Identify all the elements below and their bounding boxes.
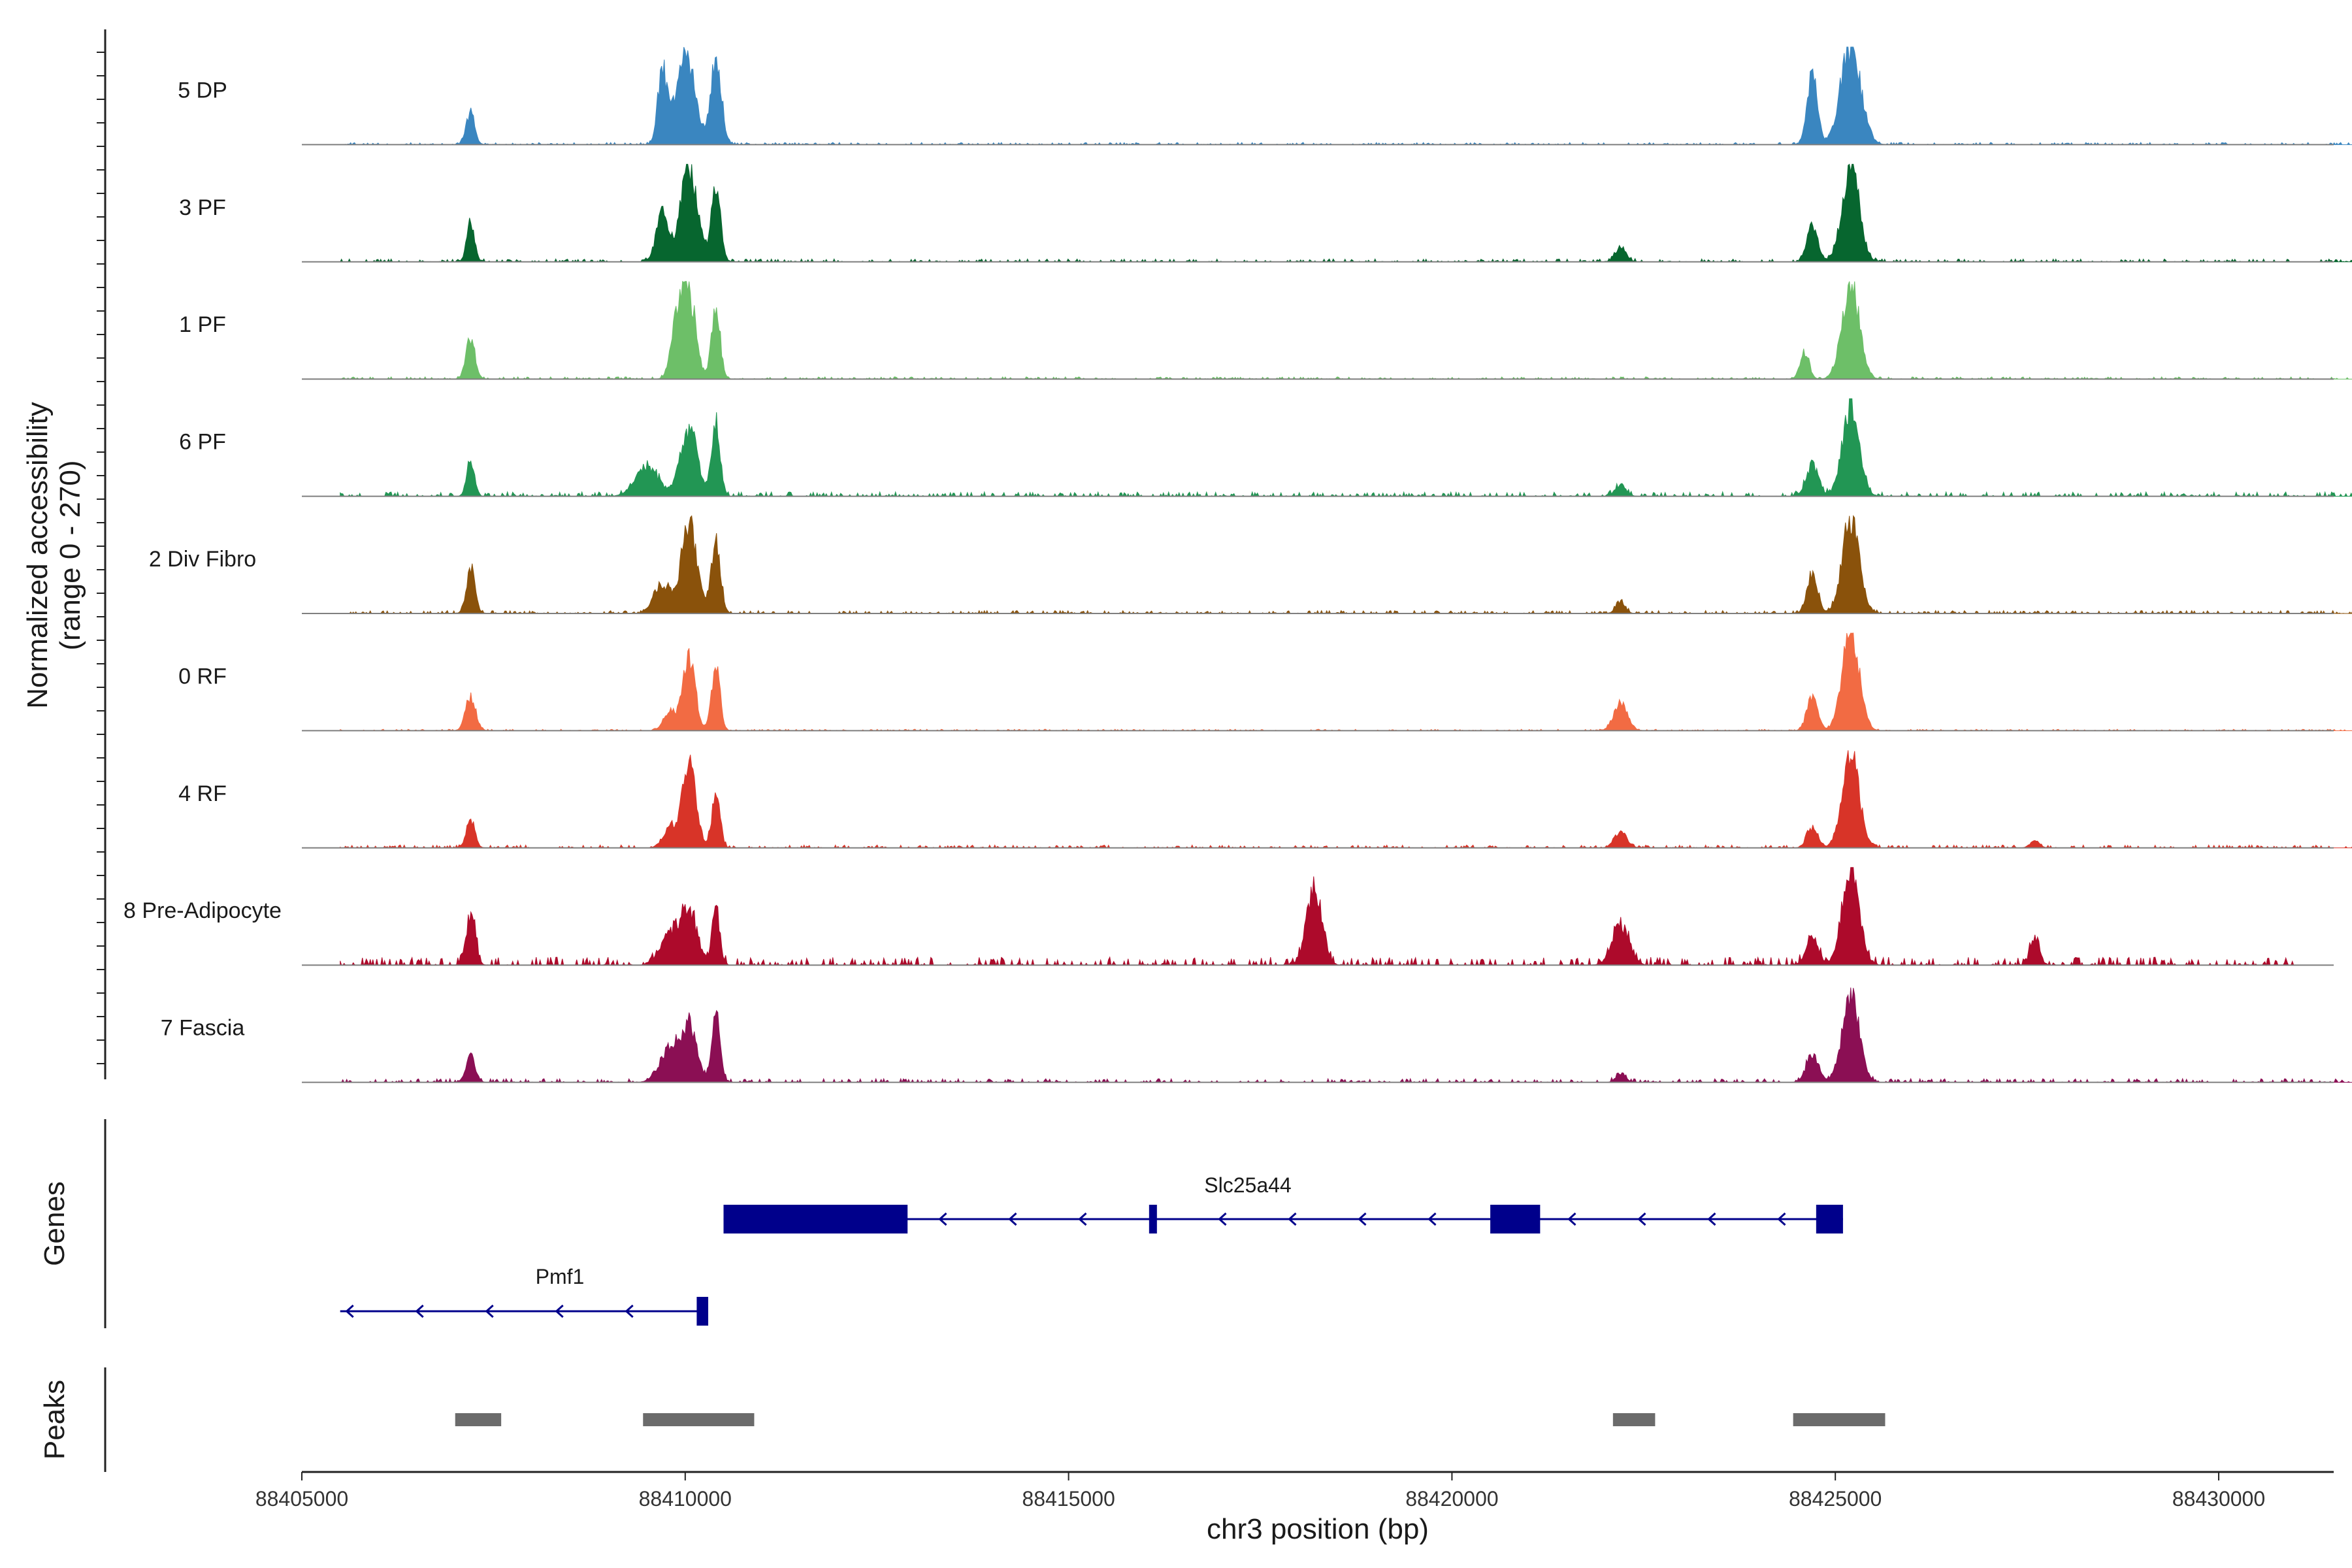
coverage-area <box>339 163 2352 263</box>
x-axis-title: chr3 position (bp) <box>1207 1513 1429 1545</box>
coverage-area <box>340 280 2352 380</box>
strand-arrow <box>345 1304 354 1318</box>
track-3-pf: 3 PF <box>179 163 2352 263</box>
peak-region <box>1793 1413 1886 1426</box>
strand-arrow <box>1008 1212 1017 1226</box>
tracks-y-ticks <box>97 52 105 1064</box>
track-0-rf: 0 RF <box>178 632 2352 732</box>
x-tick-label: 88405000 <box>255 1487 348 1511</box>
x-tick-label: 88425000 <box>1789 1487 1882 1511</box>
coverage-area <box>340 867 2296 967</box>
y-axis-title-line1: Normalized accessibility <box>22 402 54 708</box>
x-tick-label: 88415000 <box>1022 1487 1115 1511</box>
gene-name: Pmf1 <box>536 1265 585 1288</box>
x-axis-ticks: 88405000 88410000 88415000 88420000 88425000… <box>255 1472 2265 1511</box>
strand-arrow <box>555 1304 564 1318</box>
strand-arrow <box>1707 1212 1716 1226</box>
x-tick-label: 88410000 <box>639 1487 732 1511</box>
track-label: 7 Fascia <box>161 1016 245 1041</box>
gene-pmf1: Pmf1 <box>340 1265 708 1326</box>
track-label: 1 PF <box>179 312 226 337</box>
track-group: 5 DP 3 PF 1 PF 6 PF 2 Div Fibro 0 RF 4 RF 8 Pre… <box>123 46 2352 1084</box>
track-5-dp: 5 DP <box>178 46 2352 146</box>
gene-group: Slc25a44 Pmf1 <box>340 1173 1843 1326</box>
gene-slc25a44: Slc25a44 <box>723 1173 1843 1233</box>
coverage-area <box>340 398 2352 498</box>
strand-arrow <box>938 1212 947 1226</box>
y-axis-title-line2: (range 0 - 270) <box>54 460 86 650</box>
strand-arrow <box>1218 1212 1227 1226</box>
track-label: 0 RF <box>178 664 227 689</box>
track-1-pf: 1 PF <box>179 280 2352 380</box>
gene-name: Slc25a44 <box>1204 1173 1291 1197</box>
coverage-area <box>340 46 2352 146</box>
x-tick-label: 88430000 <box>2172 1487 2265 1511</box>
strand-arrow <box>1777 1212 1786 1226</box>
track-label: 3 PF <box>179 195 226 220</box>
peak-region <box>455 1413 502 1426</box>
peak-region-group <box>455 1413 1886 1426</box>
strand-arrow <box>1288 1212 1297 1226</box>
peak-region <box>1612 1413 1656 1426</box>
exon <box>1490 1205 1541 1233</box>
exon <box>1816 1205 1843 1233</box>
track-label: 8 Pre-Adipocyte <box>123 898 282 923</box>
strand-arrow <box>485 1304 494 1318</box>
strand-arrow <box>415 1304 424 1318</box>
strand-arrow <box>1078 1212 1087 1226</box>
strand-arrow <box>1428 1212 1437 1226</box>
peaks-panel-title: Peaks <box>39 1380 71 1460</box>
x-tick-label: 88420000 <box>1405 1487 1498 1511</box>
track-8-pre-adipocyte: 8 Pre-Adipocyte <box>123 867 2334 967</box>
coverage-area <box>340 515 2352 615</box>
coverage-area <box>340 987 2352 1084</box>
track-4-rf: 4 RF <box>178 750 2352 849</box>
coverage-area <box>340 750 2352 849</box>
strand-arrow <box>1567 1212 1576 1226</box>
exon <box>1149 1205 1157 1233</box>
exon <box>723 1205 908 1233</box>
strand-arrow <box>1637 1212 1646 1226</box>
genes-panel-title: Genes <box>39 1181 71 1266</box>
track-label: 5 DP <box>178 78 227 103</box>
track-7-fascia: 7 Fascia <box>161 987 2352 1084</box>
track-label: 2 Div Fibro <box>149 547 256 572</box>
strand-arrow <box>625 1304 634 1318</box>
track-2-div-fibro: 2 Div Fibro <box>149 515 2352 615</box>
exon <box>696 1297 708 1326</box>
strand-arrow <box>1358 1212 1367 1226</box>
peak-region <box>643 1413 755 1426</box>
coverage-area <box>340 632 2352 732</box>
track-6-pf: 6 PF <box>179 398 2352 498</box>
track-label: 4 RF <box>178 781 227 806</box>
track-label: 6 PF <box>179 430 226 455</box>
